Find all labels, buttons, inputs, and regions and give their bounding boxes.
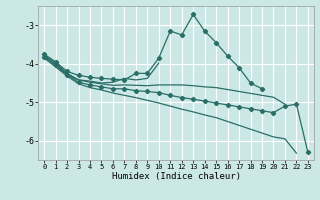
X-axis label: Humidex (Indice chaleur): Humidex (Indice chaleur) (111, 172, 241, 181)
